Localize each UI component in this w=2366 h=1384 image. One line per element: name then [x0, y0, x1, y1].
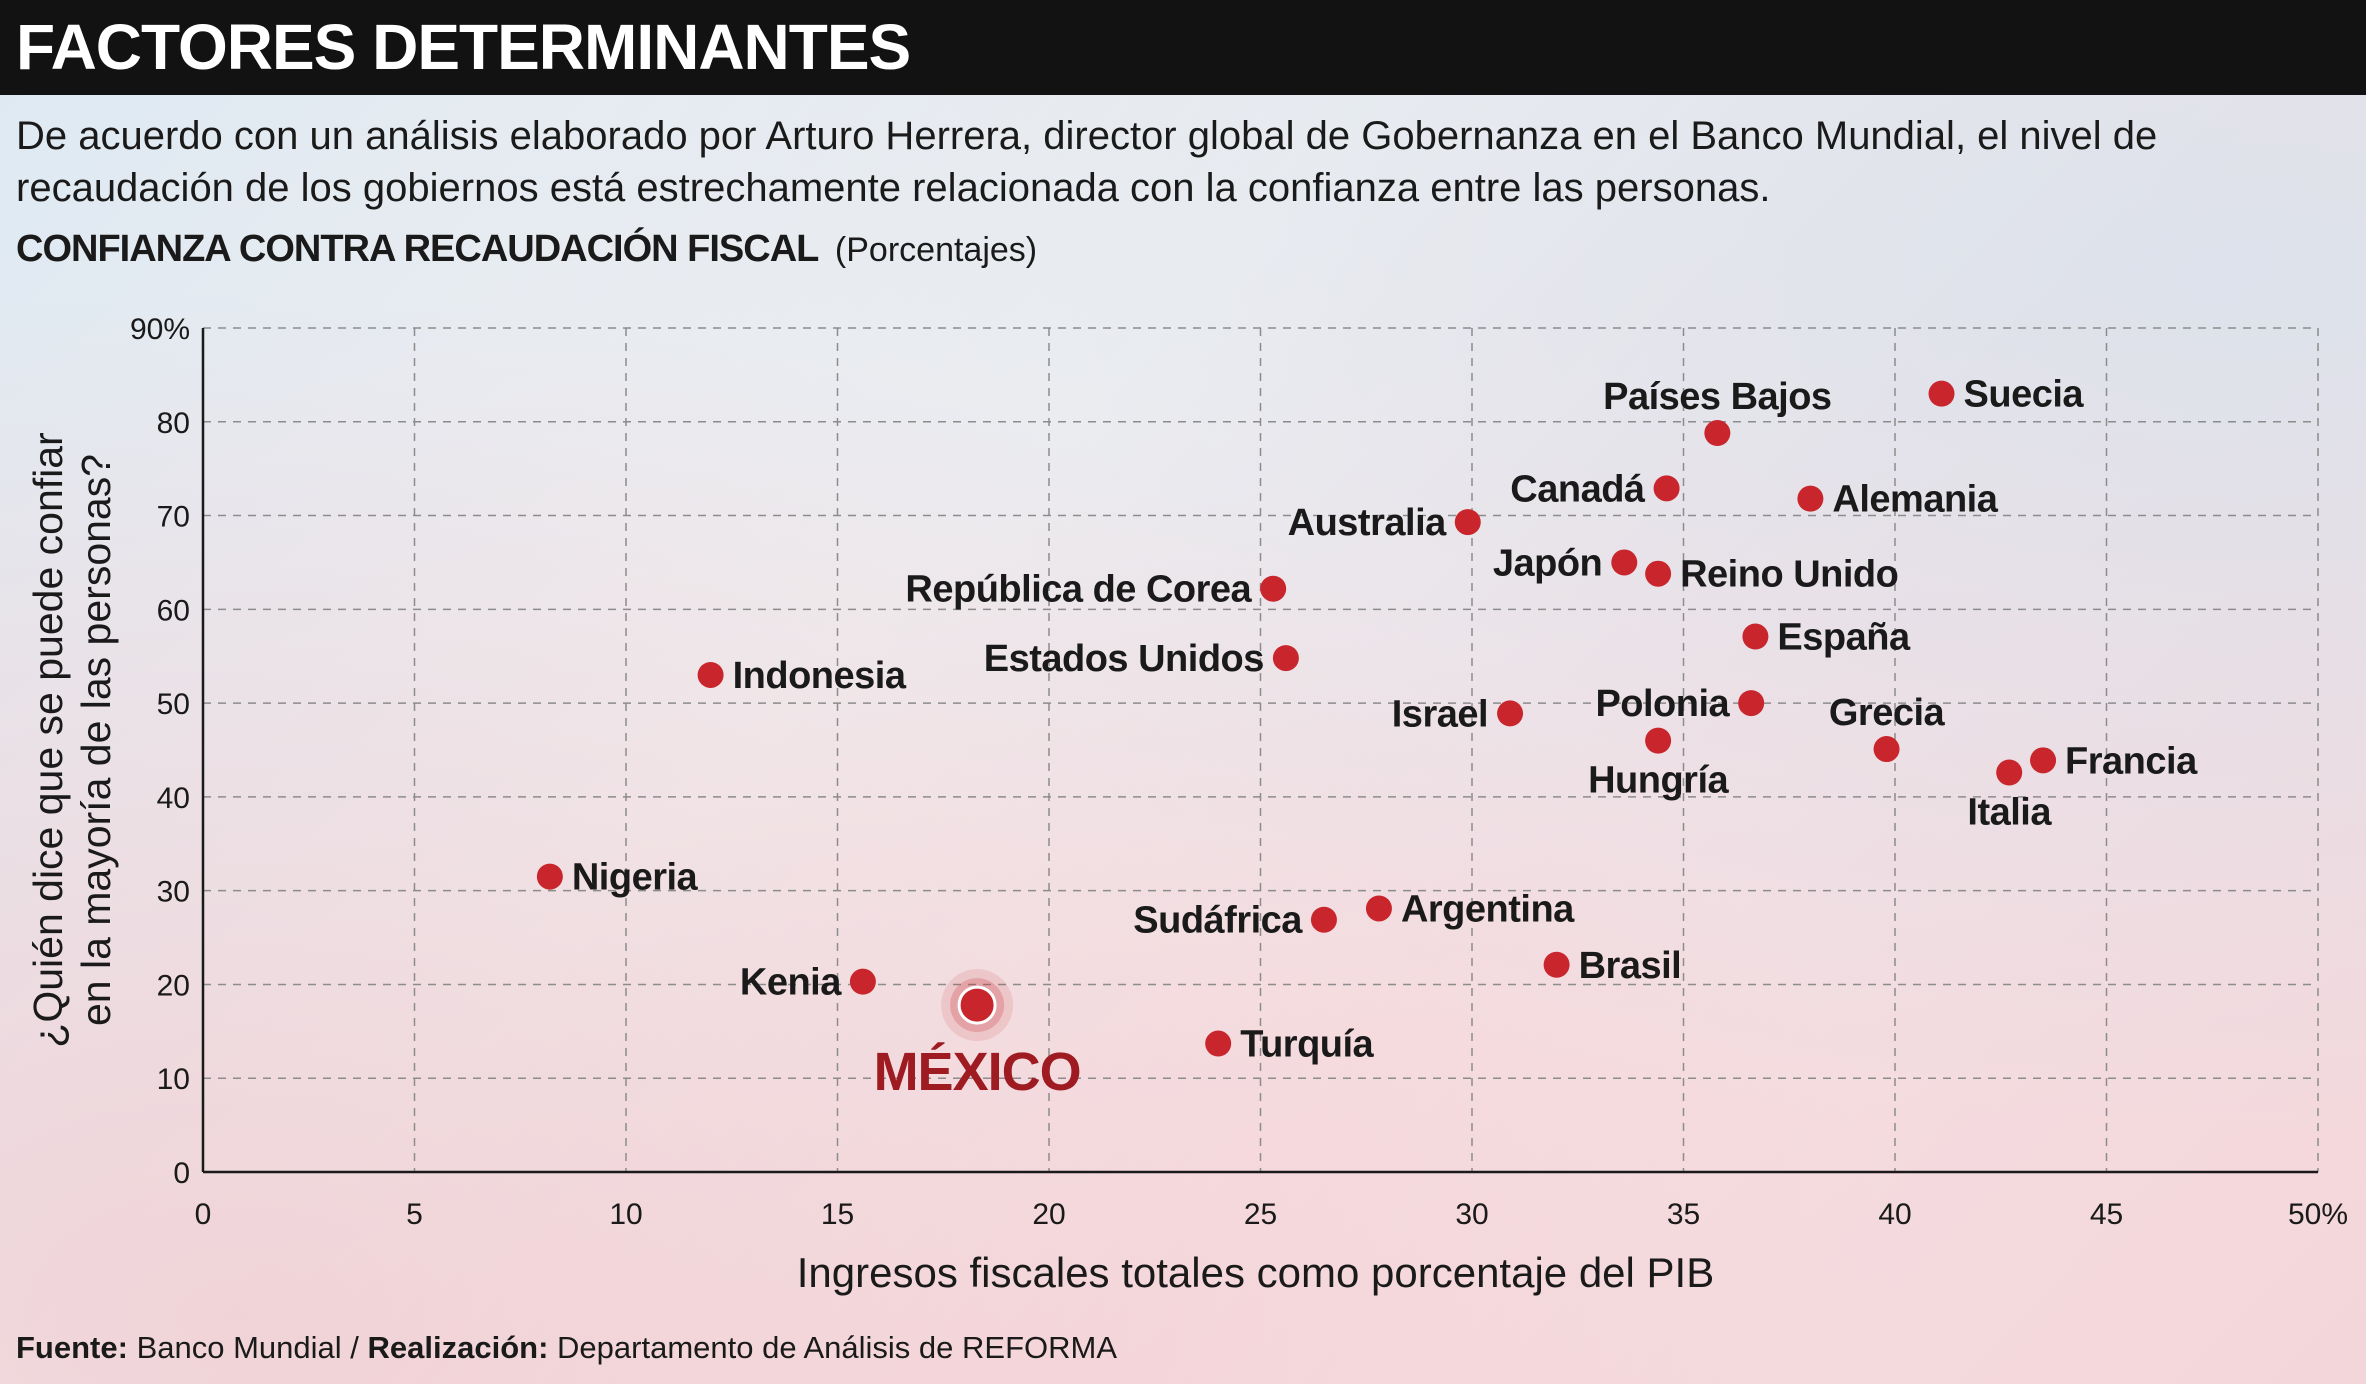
data-point-brasil — [1543, 951, 1570, 978]
data-point-suecia — [1928, 380, 1955, 407]
data-label-nigeria: Nigeria — [572, 857, 699, 899]
data-label-grecia: Grecia — [1829, 692, 1946, 734]
data-point-francia — [2030, 747, 2057, 774]
y-axis-title-line-1: ¿Quién dice que se puede confiar — [25, 432, 71, 1047]
data-point-australia — [1454, 509, 1481, 536]
y-tick-label: 80 — [157, 407, 190, 440]
x-tick-label: 15 — [821, 1198, 854, 1231]
y-tick-label: 40 — [157, 782, 190, 815]
data-point-reino-unido — [1645, 560, 1672, 587]
data-point-hungria — [1645, 727, 1672, 754]
x-tick-label: 35 — [1667, 1198, 1700, 1231]
credit-value: Departamento de Análisis de REFORMA — [557, 1330, 1117, 1365]
footer-separator: / — [350, 1330, 359, 1365]
x-tick-label: 20 — [1032, 1198, 1065, 1231]
y-tick-label: 10 — [157, 1063, 190, 1096]
data-label-republica-de-corea: República de Corea — [905, 569, 1252, 611]
y-tick-label: 0 — [173, 1157, 190, 1190]
x-tick-label: 45 — [2090, 1198, 2123, 1231]
data-label-espana: España — [1777, 617, 1911, 659]
data-label-suecia: Suecia — [1964, 374, 2085, 416]
data-label-argentina: Argentina — [1401, 888, 1575, 930]
title-bar: FACTORES DETERMINANTES — [0, 0, 2366, 95]
page-title: FACTORES DETERMINANTES — [16, 11, 911, 83]
data-label-canada: Canadá — [1510, 468, 1646, 510]
data-point-kenia — [849, 968, 876, 995]
data-point-canada — [1653, 475, 1680, 502]
data-point-estados-unidos — [1272, 645, 1299, 672]
data-label-brasil: Brasil — [1579, 945, 1682, 987]
data-label-kenia: Kenia — [740, 962, 842, 1004]
data-label-israel: Israel — [1392, 693, 1488, 735]
data-point-indonesia — [697, 661, 724, 688]
data-label-reino-unido: Reino Unido — [1680, 554, 1898, 596]
data-point-mexico — [957, 985, 997, 1025]
data-point-nigeria — [536, 863, 563, 890]
x-axis-title: Ingresos fiscales totales como porcentaj… — [797, 1249, 1714, 1296]
data-point-alemania — [1797, 485, 1824, 512]
data-label-australia: Australia — [1288, 502, 1447, 544]
data-label-turquia: Turquía — [1240, 1024, 1374, 1066]
x-tick-label: 10 — [609, 1198, 642, 1231]
x-tick-label: 40 — [1878, 1198, 1911, 1231]
data-point-grecia — [1873, 736, 1900, 763]
credit-label: Realización: — [367, 1330, 549, 1365]
y-tick-label: 30 — [157, 876, 190, 909]
data-point-japon — [1611, 549, 1638, 576]
chart-title: CONFIANZA CONTRA RECAUDACIÓN FISCAL — [16, 228, 819, 270]
data-label-alemania: Alemania — [1832, 479, 1998, 521]
data-label-japon: Japón — [1493, 542, 1602, 584]
y-tick-label: 90% — [130, 313, 190, 346]
footer: Fuente: Banco Mundial / Realización: Dep… — [16, 1330, 1117, 1366]
data-point-sudafrica — [1310, 906, 1337, 933]
x-tick-label: 25 — [1244, 1198, 1277, 1231]
data-point-espana — [1742, 623, 1769, 650]
data-label-sudafrica: Sudáfrica — [1133, 900, 1303, 942]
data-label-hungria: Hungría — [1588, 760, 1729, 802]
x-tick-label: 50% — [2288, 1198, 2348, 1231]
y-tick-label: 60 — [157, 594, 190, 627]
y-tick-label: 20 — [157, 969, 190, 1002]
y-axis-title-line-2: en la mayoría de las personas? — [73, 454, 119, 1026]
data-point-argentina — [1365, 895, 1392, 922]
y-tick-label: 70 — [157, 501, 190, 534]
data-point-polonia — [1738, 690, 1765, 717]
y-tick-label: 50 — [157, 688, 190, 721]
x-tick-label: 0 — [195, 1198, 212, 1231]
intro-paragraph: De acuerdo con un análisis elaborado por… — [16, 114, 2158, 210]
data-point-turquia — [1205, 1030, 1232, 1057]
x-tick-label: 30 — [1455, 1198, 1488, 1231]
source-value: Banco Mundial — [136, 1330, 342, 1365]
chart-unit: (Porcentajes) — [834, 231, 1038, 269]
data-label-francia: Francia — [2065, 740, 2198, 782]
data-point-israel — [1497, 700, 1524, 727]
chart-heading: CONFIANZA CONTRA RECAUDACIÓN FISCAL (Por… — [16, 228, 1037, 271]
x-tick-label: 5 — [406, 1198, 423, 1231]
source-label: Fuente: — [16, 1330, 128, 1365]
data-label-paises-bajos: Países Bajos — [1603, 376, 1831, 418]
data-point-republica-de-corea — [1260, 575, 1287, 602]
data-point-paises-bajos — [1704, 420, 1731, 447]
data-label-polonia: Polonia — [1595, 683, 1730, 725]
data-point-italia — [1996, 759, 2023, 786]
data-label-estados-unidos: Estados Unidos — [984, 638, 1264, 680]
data-label-italia: Italia — [1967, 792, 2052, 834]
data-label-indonesia: Indonesia — [733, 655, 907, 697]
data-label-mexico: MÉXICO — [874, 1042, 1081, 1102]
